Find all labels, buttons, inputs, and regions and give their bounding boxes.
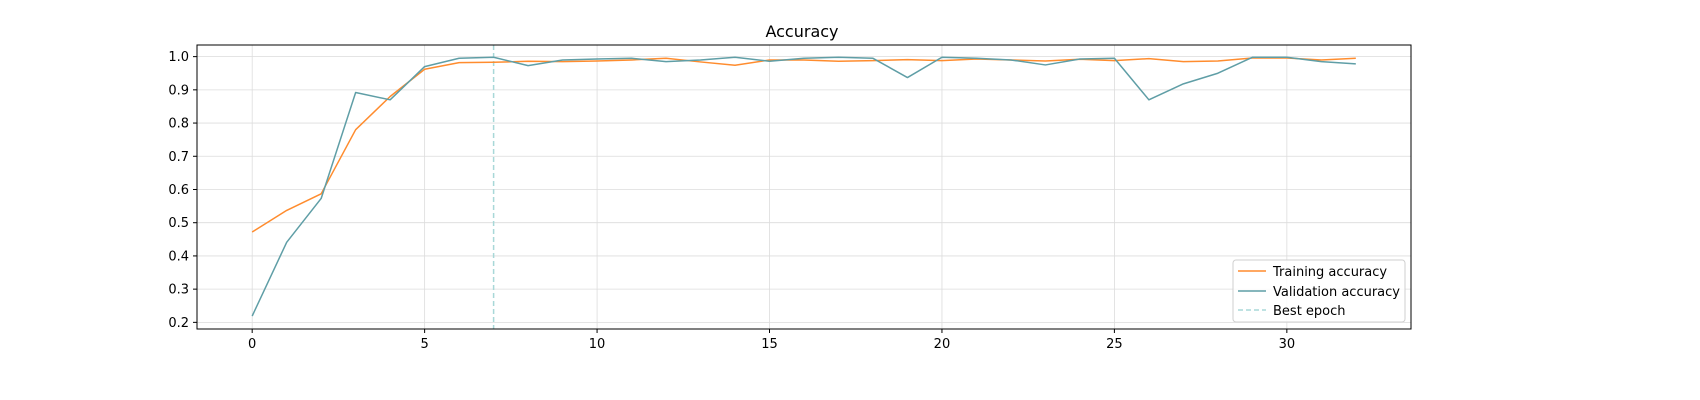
x-tick-label: 0 xyxy=(248,337,256,352)
y-tick-label: 0.7 xyxy=(168,150,189,165)
plot-frame xyxy=(196,44,1412,330)
x-tick-label: 10 xyxy=(589,337,606,352)
x-tick-label: 25 xyxy=(1106,337,1123,352)
y-axis-ticks: 0.2 0.3 0.4 0.5 0.6 0.7 0.8 0.9 1.0 xyxy=(168,50,197,331)
y-tick-label: 0.8 xyxy=(168,117,189,132)
legend: Training accuracy Validation accuracy Be… xyxy=(1232,259,1406,323)
validation-accuracy-line xyxy=(251,56,1356,317)
y-tick-label: 0.2 xyxy=(168,316,189,331)
x-tick-label: 30 xyxy=(1279,337,1296,352)
y-tick-label: 0.3 xyxy=(168,283,189,298)
x-tick-label: 20 xyxy=(934,337,951,352)
training-accuracy-line xyxy=(251,57,1356,233)
chart-title: Accuracy xyxy=(765,22,838,41)
x-tick-label: 15 xyxy=(761,337,778,352)
x-tick-label: 5 xyxy=(420,337,428,352)
y-tick-label: 1.0 xyxy=(168,50,189,65)
legend-label-training: Training accuracy xyxy=(1272,265,1387,280)
grid xyxy=(197,45,1411,329)
y-tick-label: 0.9 xyxy=(168,83,189,98)
legend-frame xyxy=(1232,259,1406,323)
y-tick-label: 0.4 xyxy=(168,249,189,264)
series-lines xyxy=(251,56,1356,317)
legend-label-best-epoch: Best epoch xyxy=(1273,304,1346,319)
x-axis-ticks: 0 5 10 15 20 25 30 xyxy=(248,329,1295,352)
y-tick-label: 0.6 xyxy=(168,183,189,198)
y-tick-label: 0.5 xyxy=(168,216,189,231)
legend-label-validation: Validation accuracy xyxy=(1273,285,1400,300)
